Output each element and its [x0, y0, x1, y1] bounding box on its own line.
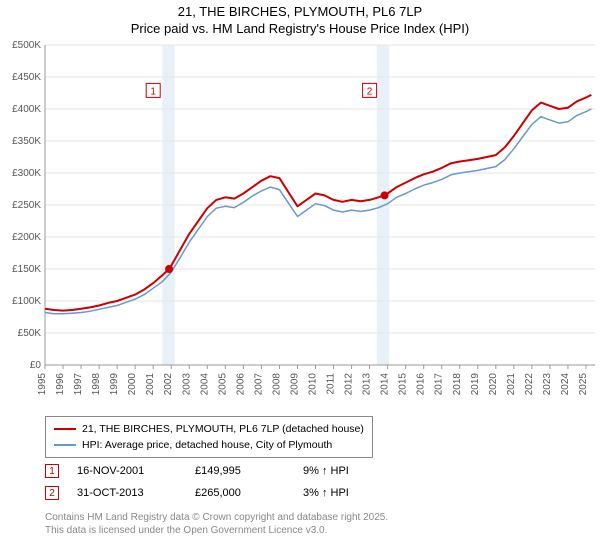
svg-text:2024: 2024 [560, 373, 571, 396]
svg-text:2023: 2023 [542, 373, 553, 396]
svg-text:2002: 2002 [163, 373, 174, 396]
svg-text:2013: 2013 [362, 373, 373, 396]
svg-text:1997: 1997 [73, 373, 84, 396]
event-marker-icon: 1 [45, 464, 59, 478]
legend-swatch [54, 444, 76, 446]
svg-text:1996: 1996 [55, 373, 66, 396]
svg-text:2007: 2007 [253, 373, 264, 396]
event-delta: 3% ↑ HPI [303, 487, 383, 499]
svg-text:£400K: £400K [12, 104, 41, 115]
svg-text:2: 2 [367, 86, 373, 97]
svg-text:£300K: £300K [12, 168, 41, 179]
title-line-2: Price paid vs. HM Land Registry's House … [0, 21, 600, 38]
event-row: 2 31-OCT-2013 £265,000 3% ↑ HPI [45, 482, 383, 504]
svg-text:2014: 2014 [380, 373, 391, 396]
svg-text:2000: 2000 [127, 373, 138, 396]
svg-text:2011: 2011 [326, 373, 337, 395]
svg-text:2001: 2001 [145, 373, 156, 396]
event-list: 1 16-NOV-2001 £149,995 9% ↑ HPI 2 31-OCT… [45, 460, 383, 504]
svg-text:2025: 2025 [578, 373, 589, 396]
svg-text:£100K: £100K [12, 296, 41, 307]
event-price: £265,000 [195, 487, 285, 499]
event-delta: 9% ↑ HPI [303, 465, 383, 477]
legend-item: 21, THE BIRCHES, PLYMOUTH, PL6 7LP (deta… [54, 421, 364, 437]
title-line-1: 21, THE BIRCHES, PLYMOUTH, PL6 7LP [0, 4, 600, 21]
chart-container: 21, THE BIRCHES, PLYMOUTH, PL6 7LP Price… [0, 0, 600, 560]
svg-text:£150K: £150K [12, 264, 41, 275]
event-marker-icon: 2 [45, 486, 59, 500]
svg-text:2009: 2009 [289, 373, 300, 396]
legend-item: HPI: Average price, detached house, City… [54, 437, 364, 453]
svg-text:2016: 2016 [416, 373, 427, 396]
svg-text:2008: 2008 [271, 373, 282, 396]
svg-text:2015: 2015 [398, 373, 409, 396]
svg-text:1998: 1998 [91, 373, 102, 396]
chart-title: 21, THE BIRCHES, PLYMOUTH, PL6 7LP Price… [0, 0, 600, 38]
svg-text:1995: 1995 [37, 373, 48, 396]
line-chart-svg: £0 £50K £100K £150K £200K £250K £300K £350K £400… [0, 40, 600, 410]
svg-text:2003: 2003 [181, 373, 192, 396]
event-date: 31-OCT-2013 [77, 487, 177, 499]
svg-text:£350K: £350K [12, 136, 41, 147]
legend-swatch [54, 428, 76, 430]
footer-line-1: Contains HM Land Registry data © Crown c… [45, 512, 388, 525]
svg-text:£200K: £200K [12, 232, 41, 243]
svg-text:2005: 2005 [217, 373, 228, 396]
svg-text:£0: £0 [30, 360, 42, 371]
event-date: 16-NOV-2001 [77, 465, 177, 477]
chart-plot-area: £0 £50K £100K £150K £200K £250K £300K £350K £400… [0, 40, 600, 410]
svg-text:1: 1 [150, 86, 156, 97]
legend: 21, THE BIRCHES, PLYMOUTH, PL6 7LP (deta… [45, 416, 373, 458]
svg-text:2018: 2018 [452, 373, 463, 396]
svg-text:1999: 1999 [109, 373, 120, 396]
svg-text:2022: 2022 [524, 373, 535, 396]
svg-text:2019: 2019 [470, 373, 481, 396]
svg-text:2020: 2020 [488, 373, 499, 396]
legend-label: HPI: Average price, detached house, City… [82, 439, 332, 451]
svg-text:2006: 2006 [235, 373, 246, 396]
event-price: £149,995 [195, 465, 285, 477]
svg-text:2021: 2021 [506, 373, 517, 396]
svg-text:£450K: £450K [12, 72, 41, 83]
footer-attribution: Contains HM Land Registry data © Crown c… [45, 512, 388, 537]
svg-text:2004: 2004 [199, 373, 210, 396]
svg-text:2017: 2017 [434, 373, 445, 396]
svg-text:2012: 2012 [344, 373, 355, 396]
svg-text:£50K: £50K [18, 328, 42, 339]
footer-line-2: This data is licensed under the Open Gov… [45, 525, 388, 538]
event-row: 1 16-NOV-2001 £149,995 9% ↑ HPI [45, 460, 383, 482]
legend-label: 21, THE BIRCHES, PLYMOUTH, PL6 7LP (deta… [82, 423, 364, 435]
svg-text:£250K: £250K [12, 200, 41, 211]
svg-text:2010: 2010 [307, 373, 318, 396]
svg-text:£500K: £500K [12, 40, 41, 51]
